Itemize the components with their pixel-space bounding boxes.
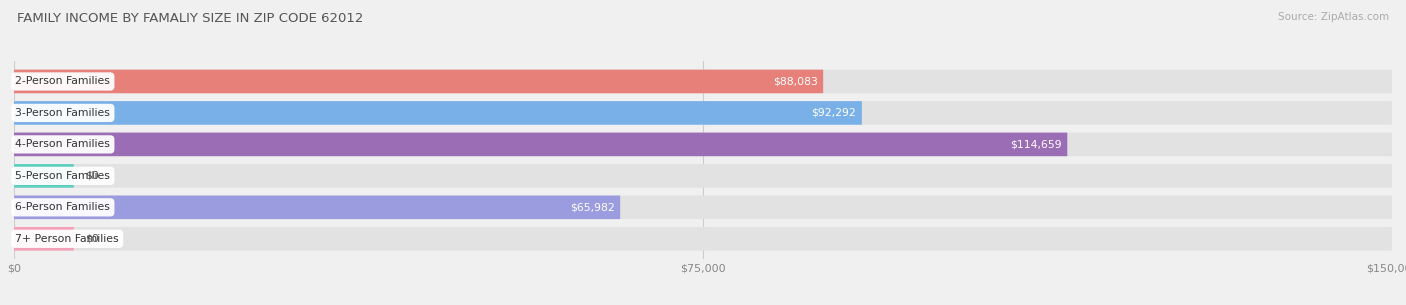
Text: $114,659: $114,659: [1010, 139, 1062, 149]
Text: 6-Person Families: 6-Person Families: [15, 202, 110, 212]
Text: 7+ Person Families: 7+ Person Families: [15, 234, 120, 244]
FancyBboxPatch shape: [14, 133, 1067, 156]
FancyBboxPatch shape: [14, 196, 1392, 219]
Text: 5-Person Families: 5-Person Families: [15, 171, 110, 181]
Text: 3-Person Families: 3-Person Families: [15, 108, 110, 118]
FancyBboxPatch shape: [14, 227, 73, 251]
Text: $0: $0: [84, 234, 98, 244]
FancyBboxPatch shape: [14, 164, 1392, 188]
FancyBboxPatch shape: [14, 70, 1392, 93]
FancyBboxPatch shape: [14, 70, 823, 93]
FancyBboxPatch shape: [14, 101, 1392, 125]
Text: $88,083: $88,083: [773, 77, 818, 86]
FancyBboxPatch shape: [14, 133, 1392, 156]
FancyBboxPatch shape: [14, 101, 862, 125]
Text: FAMILY INCOME BY FAMALIY SIZE IN ZIP CODE 62012: FAMILY INCOME BY FAMALIY SIZE IN ZIP COD…: [17, 12, 363, 25]
FancyBboxPatch shape: [14, 227, 1392, 251]
Text: $92,292: $92,292: [811, 108, 856, 118]
Text: $0: $0: [84, 171, 98, 181]
Text: 4-Person Families: 4-Person Families: [15, 139, 110, 149]
FancyBboxPatch shape: [14, 164, 73, 188]
FancyBboxPatch shape: [14, 196, 620, 219]
Text: Source: ZipAtlas.com: Source: ZipAtlas.com: [1278, 12, 1389, 22]
Text: $65,982: $65,982: [569, 202, 614, 212]
Text: 2-Person Families: 2-Person Families: [15, 77, 110, 86]
